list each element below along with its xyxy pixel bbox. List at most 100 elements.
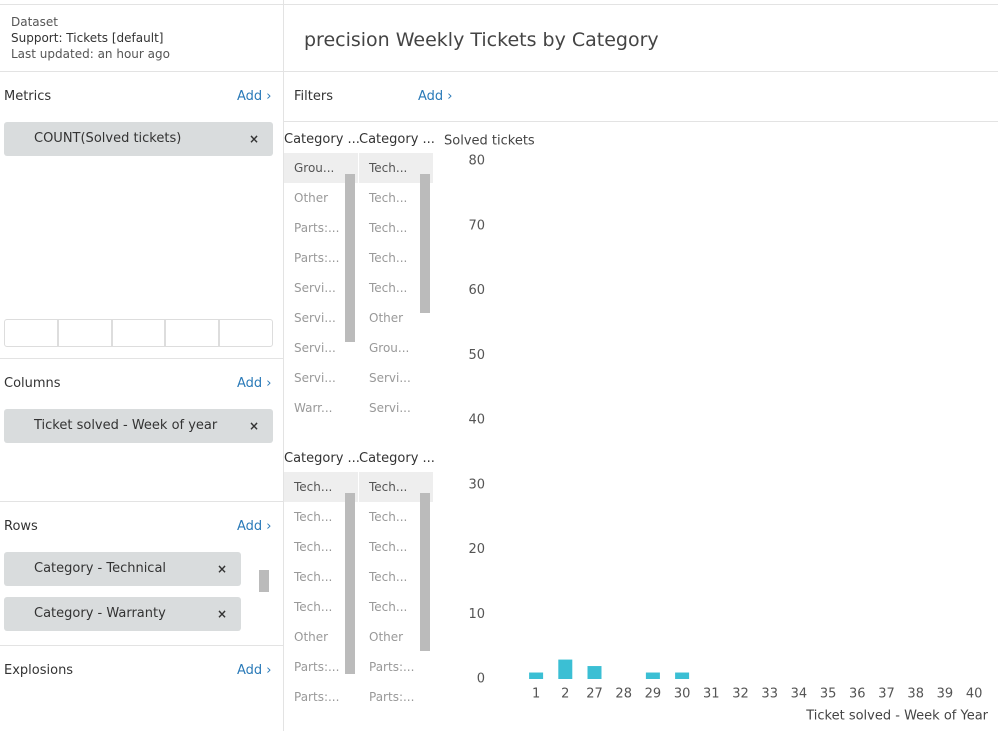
remove-button[interactable]: × xyxy=(248,132,259,146)
list-item[interactable]: Warr... xyxy=(294,401,333,415)
bar xyxy=(558,659,573,679)
y-tick-label: 30 xyxy=(468,477,485,492)
remove-button[interactable]: × xyxy=(248,419,259,433)
list-item[interactable]: Parts:... xyxy=(294,660,340,674)
list-item[interactable]: Servi... xyxy=(369,371,411,385)
x-tick-label: 34 xyxy=(791,687,808,702)
list-item[interactable]: Grou... xyxy=(369,341,410,355)
divider xyxy=(0,358,283,359)
scrollbar[interactable] xyxy=(345,493,355,674)
y-axis-label: Solved tickets xyxy=(444,134,535,149)
bar xyxy=(529,672,544,679)
add-text[interactable]: Add xyxy=(237,663,263,678)
list-item[interactable]: Servi... xyxy=(294,341,336,355)
remove-button[interactable]: × xyxy=(216,562,227,576)
remove-button[interactable]: × xyxy=(216,607,227,621)
dataset-info: Dataset Support: Tickets [default] Last … xyxy=(11,14,170,62)
add-button[interactable]: Add › xyxy=(237,519,272,534)
scrollbar[interactable] xyxy=(345,174,355,342)
list-item[interactable]: Servi... xyxy=(294,371,336,385)
list-item[interactable]: Tech... xyxy=(369,281,408,295)
icon-button[interactable] xyxy=(4,319,58,347)
x-tick-label: 30 xyxy=(674,687,691,702)
metric-pill[interactable]: COUNT(Solved tickets) × xyxy=(4,122,273,156)
y-tick-label: 50 xyxy=(468,348,485,363)
explosions-label: Explosions xyxy=(4,663,74,678)
row-pill[interactable]: Category - Technical × xyxy=(4,552,241,586)
list-item[interactable]: Parts:... xyxy=(294,690,340,704)
x-tick-label: 31 xyxy=(703,687,720,702)
filters-label: Filters xyxy=(294,89,333,104)
list-item[interactable]: Servi... xyxy=(294,311,336,325)
category-list: Category ... Tech... Tech... Tech... Tech...… xyxy=(359,440,435,712)
list-item[interactable]: Tech... xyxy=(294,540,333,554)
icon-button[interactable] xyxy=(111,319,166,347)
metrics-label: Metrics xyxy=(4,89,52,104)
list-item[interactable]: Tech... xyxy=(294,510,333,524)
divider xyxy=(0,501,283,502)
list-item[interactable]: Parts:... xyxy=(294,221,340,235)
list-item[interactable]: Parts:... xyxy=(369,660,415,674)
list-item[interactable]: Tech... xyxy=(294,600,333,614)
row-pill[interactable]: Category - Warranty × xyxy=(4,597,241,631)
list-item[interactable]: Other xyxy=(294,191,329,205)
list-item[interactable]: Tech... xyxy=(359,472,433,502)
add-text[interactable]: Add xyxy=(418,89,444,104)
list-item[interactable]: Tech... xyxy=(294,570,333,584)
y-tick-label: 60 xyxy=(468,283,485,298)
add-text[interactable]: Add xyxy=(237,376,263,391)
column-pill[interactable]: Ticket solved - Week of year × xyxy=(4,409,273,443)
list-item[interactable]: Other xyxy=(369,630,404,644)
y-tick-label: 10 xyxy=(468,607,485,622)
list-header: Category ... xyxy=(359,132,435,147)
bar xyxy=(587,666,602,679)
list-item[interactable]: Other xyxy=(369,311,404,325)
icon-button[interactable] xyxy=(165,319,220,347)
add-text[interactable]: Add xyxy=(237,519,263,534)
add-button[interactable]: Add › xyxy=(418,89,453,104)
list-item[interactable]: Tech... xyxy=(369,221,408,235)
list-header: Category ... xyxy=(284,451,360,466)
icon-button[interactable] xyxy=(57,319,112,347)
list-item[interactable]: Parts:... xyxy=(294,251,340,265)
list-item[interactable]: Tech... xyxy=(369,570,408,584)
columns-label: Columns xyxy=(4,376,61,391)
x-tick-label: 36 xyxy=(849,687,866,702)
list-item[interactable]: Parts:... xyxy=(369,690,415,704)
list-item[interactable]: Tech... xyxy=(369,600,408,614)
divider xyxy=(0,71,998,72)
metric-text: COUNT(Solved tickets) xyxy=(34,131,182,146)
scrollbar[interactable] xyxy=(420,493,430,651)
add-button[interactable]: Add › xyxy=(237,376,272,391)
x-tick-label: 27 xyxy=(586,687,603,702)
scrollbar[interactable] xyxy=(420,174,430,313)
category-list: Category ... Tech... Tech... Tech... Tech...… xyxy=(359,121,435,423)
icon-button[interactable] xyxy=(219,319,273,347)
y-tick-label: 0 xyxy=(477,672,485,687)
list-item[interactable]: Tech... xyxy=(369,251,408,265)
rows-label: Rows xyxy=(4,519,38,534)
list-item[interactable]: Tech... xyxy=(369,540,408,554)
dataset-name: Support: Tickets [default] xyxy=(11,31,164,45)
list-item[interactable]: Servi... xyxy=(369,401,411,415)
row-text: Category - Warranty xyxy=(34,606,166,621)
scrollbar[interactable] xyxy=(259,570,269,592)
list-item[interactable]: Servi... xyxy=(294,281,336,295)
x-tick-label: 38 xyxy=(907,687,924,702)
left-panel xyxy=(0,0,284,731)
bar xyxy=(675,672,690,679)
add-button[interactable]: Add › xyxy=(237,89,272,104)
x-tick-label: 33 xyxy=(761,687,778,702)
add-text[interactable]: Add xyxy=(237,89,263,104)
list-header: Category ... xyxy=(359,451,435,466)
x-tick-label: 35 xyxy=(820,687,837,702)
x-axis-label: Ticket solved - Week of Year xyxy=(805,709,988,724)
add-button[interactable]: Add › xyxy=(237,663,272,678)
x-tick-label: 37 xyxy=(878,687,895,702)
list-item[interactable]: Tech... xyxy=(369,191,408,205)
list-item[interactable]: Tech... xyxy=(369,510,408,524)
list-item[interactable]: Other xyxy=(294,630,329,644)
dataset-updated: Last updated: an hour ago xyxy=(11,47,170,61)
divider xyxy=(0,4,998,5)
